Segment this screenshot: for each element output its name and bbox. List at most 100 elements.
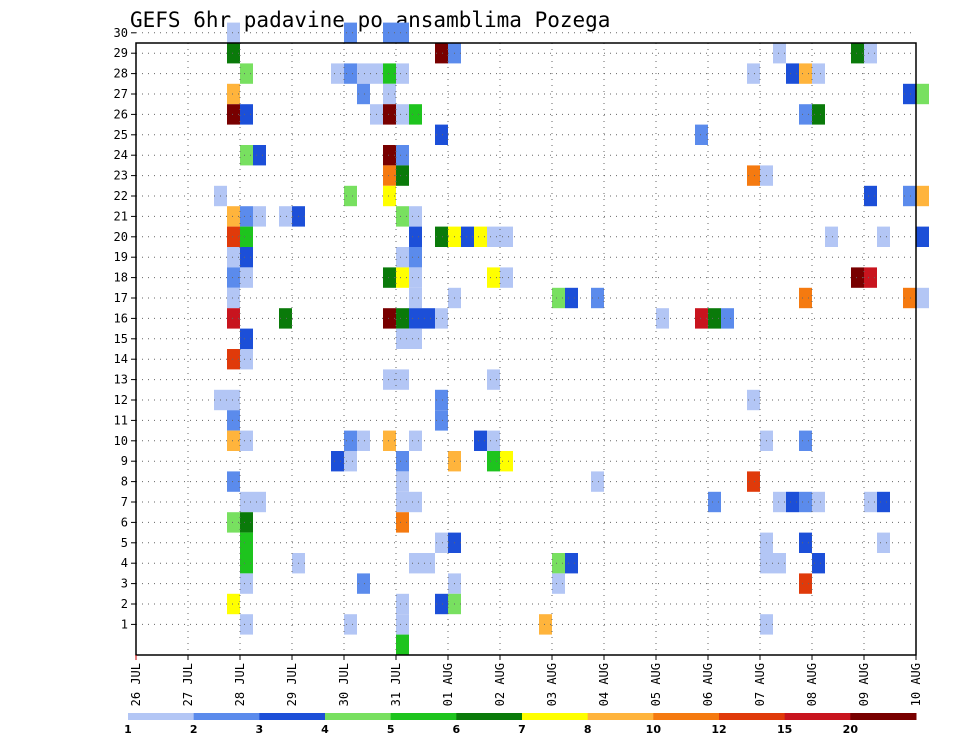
heatmap-cell xyxy=(435,410,448,431)
y-tick-label: 9 xyxy=(121,454,128,468)
heatmap-cell xyxy=(240,267,253,288)
heatmap-cell xyxy=(344,451,357,472)
heatmap-cell xyxy=(344,430,357,451)
y-tick-label: 8 xyxy=(121,475,128,489)
heatmap-cell xyxy=(812,553,825,574)
heatmap-cell xyxy=(227,512,240,533)
heatmap-cell xyxy=(422,553,435,574)
x-tick-label: 01 AUG xyxy=(441,663,455,706)
heatmap-cell xyxy=(799,63,812,84)
legend-label: 7 xyxy=(518,723,526,736)
heatmap-cell xyxy=(357,83,370,105)
x-tick-label: 26 JUL xyxy=(129,663,143,706)
legend-swatch xyxy=(653,713,720,720)
heatmap-cell xyxy=(708,491,721,513)
heatmap-cell xyxy=(747,471,760,492)
heatmap-cell xyxy=(279,308,292,329)
x-tick-label: 08 AUG xyxy=(805,663,819,706)
y-tick-label: 16 xyxy=(114,311,128,325)
heatmap-cell xyxy=(240,328,253,349)
heatmap-cell xyxy=(708,308,721,329)
heatmap-cell xyxy=(799,573,812,594)
y-tick-label: 29 xyxy=(114,46,128,60)
heatmap-cell xyxy=(500,451,513,472)
y-tick-label: 6 xyxy=(121,515,128,529)
heatmap-cell xyxy=(396,267,409,288)
heatmap-cell xyxy=(552,573,565,594)
heatmap-cell xyxy=(799,430,812,451)
legend-label: 1 xyxy=(124,723,132,736)
heatmap-cell xyxy=(396,593,409,615)
heatmap-cell xyxy=(396,22,409,43)
legend-swatch xyxy=(390,713,457,720)
y-tick-label: 3 xyxy=(121,577,128,591)
heatmap-cell xyxy=(812,63,825,84)
heatmap-cell xyxy=(331,451,344,472)
heatmap-cell xyxy=(253,145,266,166)
heatmap-cell xyxy=(474,226,487,247)
heatmap-cell xyxy=(227,43,240,64)
heatmap-cell xyxy=(799,532,812,553)
legend-swatch xyxy=(784,713,851,720)
heatmap-cell xyxy=(747,389,760,411)
heatmap-cell xyxy=(240,145,253,166)
heatmap-cell xyxy=(396,634,409,655)
heatmap-cell xyxy=(773,43,786,64)
y-tick-label: 13 xyxy=(114,373,128,387)
y-tick-label: 2 xyxy=(121,597,128,611)
heatmap-cell xyxy=(227,287,240,309)
heatmap-cell xyxy=(851,267,864,288)
heatmap-cell xyxy=(227,471,240,492)
x-axis-ticks: 26 JUL 27 JUL 28 JUL 29 JUL 30 JUL 31 JUL 01 A… xyxy=(129,655,923,706)
heatmap-cell xyxy=(396,328,409,349)
heatmap-cell xyxy=(656,308,669,329)
legend-swatch xyxy=(587,713,654,720)
y-tick-label: 12 xyxy=(114,393,128,407)
heatmap-cell xyxy=(552,553,565,574)
heatmap-cell xyxy=(786,491,799,513)
heatmap-cell xyxy=(864,491,877,513)
heatmap-cell xyxy=(903,287,916,309)
heatmap-cell xyxy=(487,226,500,247)
heatmap-cell xyxy=(773,491,786,513)
legend-label: 3 xyxy=(256,723,264,736)
color-legend: 1 2 3 4 5 6 7 8 10 12 15 20 xyxy=(124,713,917,736)
heatmap-cell xyxy=(864,43,877,64)
heatmap-cell xyxy=(591,471,604,492)
x-tick-label: 30 JUL xyxy=(337,663,351,706)
heatmap-cell xyxy=(461,226,474,247)
heatmap-cell xyxy=(357,63,370,84)
heatmap-cell xyxy=(240,206,253,227)
heatmap-cell xyxy=(903,83,916,105)
heatmap-cell xyxy=(799,491,812,513)
heatmap-cell xyxy=(396,165,409,186)
heatmap-cell xyxy=(916,83,929,105)
legend-label: 12 xyxy=(711,723,726,736)
heatmap-cell xyxy=(383,145,396,166)
y-tick-label: 20 xyxy=(114,230,128,244)
heatmap-cell xyxy=(396,308,409,329)
heatmap-cell xyxy=(357,430,370,451)
heatmap-cell xyxy=(396,247,409,268)
heatmap-cell xyxy=(474,430,487,451)
y-tick-label: 1 xyxy=(121,617,128,631)
heatmap-cell xyxy=(331,63,344,84)
heatmap-cell xyxy=(383,83,396,105)
heatmap-cell xyxy=(695,308,708,329)
heatmap-cell xyxy=(409,104,422,125)
y-tick-label: 10 xyxy=(114,434,128,448)
y-tick-label: 23 xyxy=(114,169,128,183)
heatmap-cell xyxy=(240,532,253,553)
legend-label: 8 xyxy=(584,723,592,736)
heatmap-cell xyxy=(227,267,240,288)
heatmap-cell xyxy=(396,369,409,390)
heatmap-cell xyxy=(422,308,435,329)
heatmap-cell xyxy=(409,247,422,268)
heatmap-cell xyxy=(851,43,864,64)
heatmap-cell xyxy=(500,226,513,247)
heatmap-cell xyxy=(240,573,253,594)
heatmap-cell xyxy=(396,451,409,472)
heatmap-cell xyxy=(240,430,253,451)
y-tick-label: 7 xyxy=(121,495,128,509)
